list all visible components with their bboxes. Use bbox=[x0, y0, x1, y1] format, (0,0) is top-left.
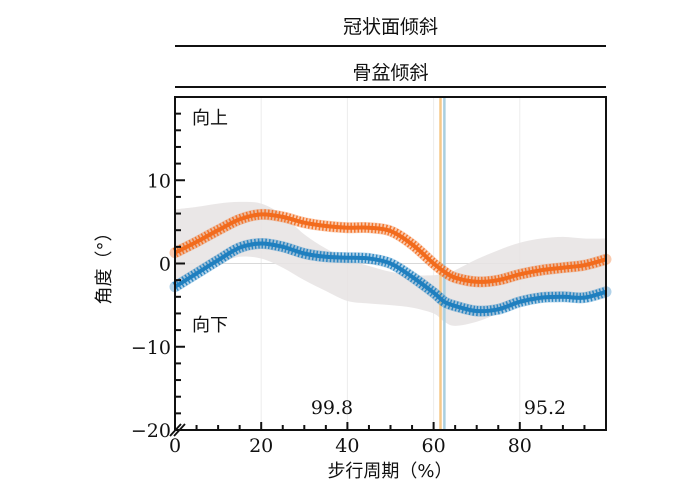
annotation-down: 向下 bbox=[192, 315, 228, 336]
x-tick-label: 40 bbox=[335, 435, 359, 457]
series-line-orange bbox=[174, 212, 607, 284]
axes: 0 20 40 60 80 −20 −10 0 10 bbox=[131, 96, 607, 457]
x-tick-label: 0 bbox=[169, 435, 181, 457]
x-tick-label: 20 bbox=[249, 435, 273, 457]
series-orange bbox=[169, 208, 612, 288]
event-lines bbox=[439, 97, 446, 430]
annotation-right-value: 95.2 bbox=[524, 397, 566, 419]
axis-break-mark bbox=[169, 423, 182, 437]
y-axis-label: 角度（°） bbox=[94, 224, 115, 305]
y-tick-label: 0 bbox=[159, 254, 171, 276]
x-tick-label: 60 bbox=[422, 435, 446, 457]
axis-break-mark bbox=[173, 423, 186, 437]
chart-title: 冠状面倾斜 bbox=[342, 16, 438, 38]
x-axis-label: 步行周期（%） bbox=[327, 461, 452, 482]
y-tick-label: −10 bbox=[131, 337, 171, 359]
series-blue bbox=[169, 238, 612, 317]
y-tick-label: 10 bbox=[147, 170, 171, 192]
series-group bbox=[169, 208, 612, 317]
subtitle-rule bbox=[175, 86, 606, 88]
title-rule bbox=[175, 45, 606, 47]
normal-range-band bbox=[175, 201, 606, 326]
chart-subtitle: 骨盆倾斜 bbox=[352, 62, 429, 84]
annotation-up: 向上 bbox=[192, 108, 228, 129]
annotation-left-value: 99.8 bbox=[311, 397, 353, 419]
x-tick-label: 80 bbox=[508, 435, 532, 457]
y-tick-label: −20 bbox=[131, 420, 171, 442]
series-line-blue bbox=[173, 241, 607, 314]
